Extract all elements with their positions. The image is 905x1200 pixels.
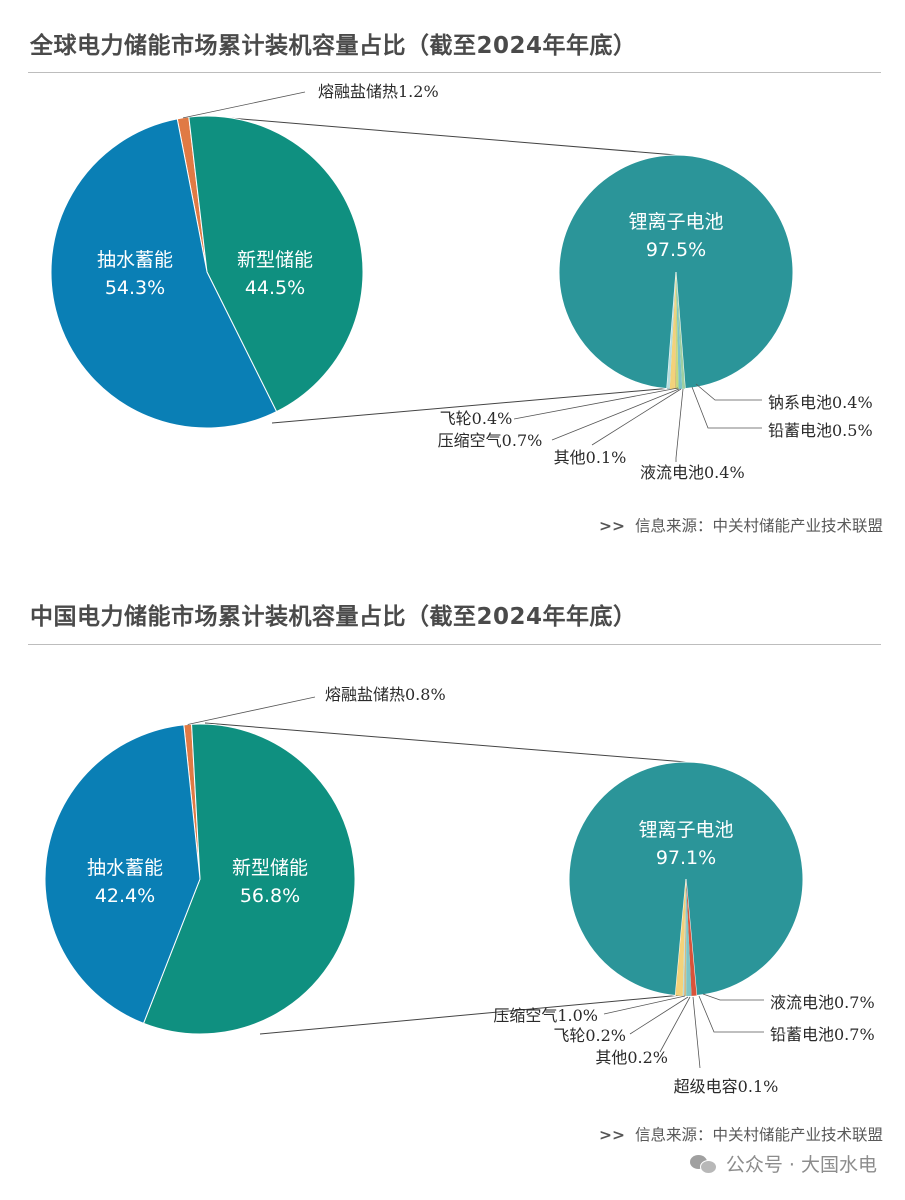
slice-label-value: 56.8% [240,885,300,907]
slice-label-value: 54.3% [105,277,165,299]
pie-slice-压缩空气 [669,272,676,389]
callout-label-飞轮: 飞轮0.2% [553,1026,626,1045]
callout-label-钠系电池: 钠系电池0.4% [768,393,873,412]
callout-label-压缩空气: 压缩空气1.0% [493,1006,598,1025]
pie-slice-铅蓄电池 [676,272,683,389]
leader-line [702,993,764,1001]
double-chevron-icon: >> [599,517,625,535]
chart-title-china: 中国电力储能市场累计装机容量占比（截至2024年年底） [30,604,637,630]
china-pie-charts: 新型储能 56.8% 抽水蓄能 42.4% 熔融盐储热0.8% 锂离子电池 97.1% 液流电… [44,685,875,1096]
slice-label-name: 新型储能 [232,857,308,879]
leader-line [675,388,684,462]
slice-label-name: 新型储能 [237,249,313,271]
pie-slice-锂离子电池 [568,761,804,997]
leader-line [691,386,762,429]
connector-line [204,115,677,156]
slice-label-value: 44.5% [245,277,305,299]
slice-label-value: 97.1% [656,847,716,869]
callout-label-压缩空气: 压缩空气0.7% [438,431,543,450]
pie-slice-液流电池 [675,272,679,389]
source-note-china: >> 信息来源：中关村储能产业技术联盟 [599,1123,883,1145]
leader-line [698,995,764,1033]
source-text: 信息来源：中关村储能产业技术联盟 [634,1126,883,1144]
slice-label-name: 抽水蓄能 [97,249,173,271]
watermark-text: 公众号 · 大国水电 [725,1154,877,1176]
callout-label-熔融盐储热: 熔融盐储热1.2% [318,82,439,101]
watermark: 公众号 · 大国水电 [689,1150,877,1177]
callout-label-其他: 其他0.1% [554,448,627,467]
connector-line [271,387,673,424]
pie-slice-其他 [674,272,676,389]
slice-label-name: 锂离子电池 [628,211,723,233]
leader-line [513,387,679,420]
pie-slice-新型储能 [142,723,356,1035]
pie-slice-锂离子电池 [558,154,794,390]
callout-label-液流电池: 液流电池0.7% [770,993,875,1012]
leader-line [182,91,306,119]
pie-slice-其他 [684,879,686,996]
source-text: 信息来源：中关村储能产业技术联盟 [634,517,883,535]
leader-line [603,995,686,1015]
slice-label-value: 97.5% [646,239,706,261]
callout-label-铅蓄电池: 铅蓄电池0.7% [770,1025,875,1044]
leader-line [551,388,680,441]
callout-label-飞轮: 飞轮0.4% [440,409,513,428]
title-divider [28,72,881,73]
global-pie-charts: 新型储能 44.5% 抽水蓄能 54.3% 熔融盐储热1.2% 锂离子电池 97.5% 钠系电… [50,82,873,482]
pie-slice-新型储能 [188,115,364,413]
leader-line [187,696,316,725]
leader-line [629,996,689,1035]
callout-label-液流电池: 液流电池0.4% [640,463,745,482]
leader-line [591,388,682,446]
callout-label-其他: 其他0.2% [595,1048,668,1067]
pie-slice-超级电容 [685,879,687,996]
pie-slice-铅蓄电池 [686,879,692,996]
pie-slice-压缩空气 [675,879,686,996]
pie-slice-飞轮 [682,879,686,996]
leader-line [695,383,762,401]
callout-label-熔融盐储热: 熔融盐储热0.8% [325,685,446,704]
title-divider [28,644,881,645]
connector-line [259,994,683,1035]
slice-label-name: 锂离子电池 [638,819,733,841]
chart-title-global: 全球电力储能市场累计装机容量占比（截至2024年年底） [30,33,637,59]
slice-label-name: 抽水蓄能 [87,857,163,879]
callout-label-铅蓄电池: 铅蓄电池0.5% [768,421,873,440]
double-chevron-icon: >> [599,1126,625,1144]
pie-slice-抽水蓄能 [44,724,201,1025]
pie-slice-钠系电池 [676,272,686,389]
wechat-icon [689,1153,718,1175]
leader-line [659,996,691,1053]
source-note-global: >> 信息来源：中关村储能产业技术联盟 [599,514,883,536]
callout-label-超级电容: 超级电容0.1% [674,1077,779,1096]
slice-label-value: 42.4% [95,885,155,907]
connector-line [204,722,687,763]
pie-slice-抽水蓄能 [50,118,278,429]
pie-slice-液流电池 [686,879,697,996]
pie-slice-飞轮 [666,272,676,389]
leader-line [692,996,701,1069]
